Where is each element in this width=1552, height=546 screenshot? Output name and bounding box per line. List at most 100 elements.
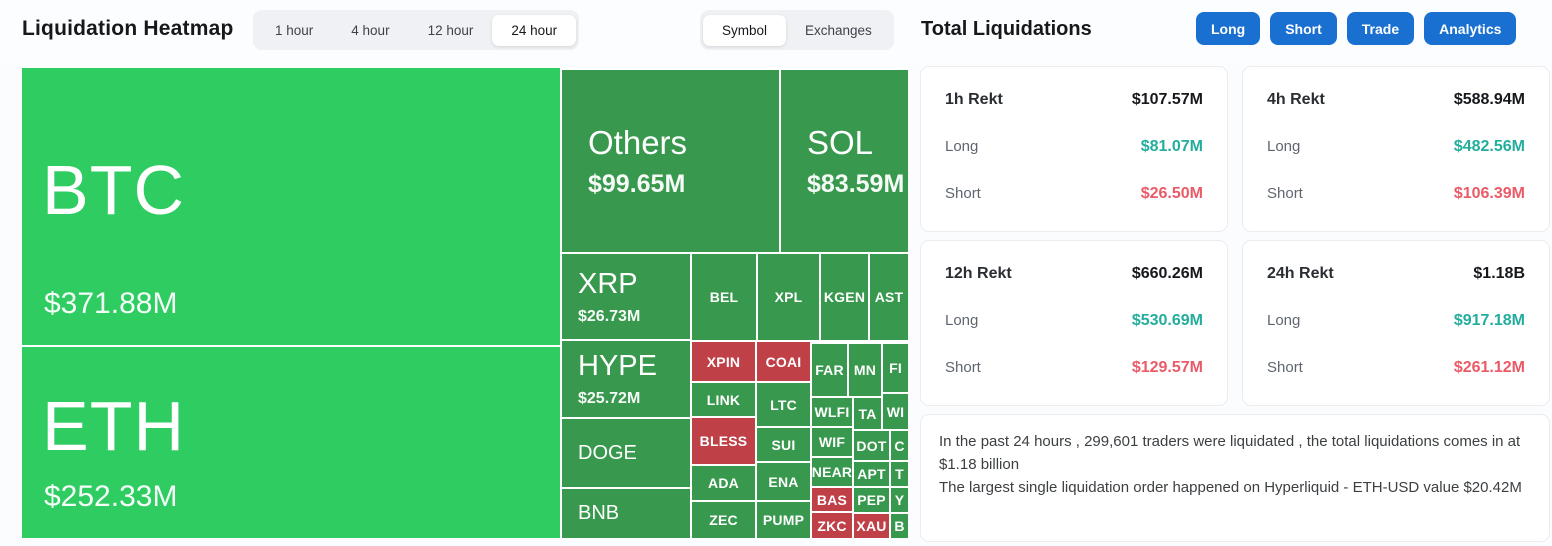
tile-value: $26.73M bbox=[578, 307, 641, 325]
short-value: $261.12M bbox=[1453, 359, 1525, 376]
treemap-tile-coai[interactable]: COAI bbox=[757, 342, 810, 381]
tile-symbol: SUI bbox=[771, 436, 796, 453]
treemap-tile-bas[interactable]: BAS bbox=[812, 488, 852, 511]
tile-symbol: APT bbox=[857, 466, 886, 482]
rekt-card-total: $107.57M bbox=[1131, 91, 1203, 108]
treemap-tile-xpin[interactable]: XPIN bbox=[692, 342, 755, 381]
treemap-tile-ta[interactable]: TA bbox=[854, 398, 881, 429]
tile-symbol: Others bbox=[588, 123, 688, 161]
treemap-tile-sui[interactable]: SUI bbox=[757, 428, 810, 461]
treemap-tile-far[interactable]: FAR bbox=[812, 344, 847, 396]
treemap-tile-xrp[interactable]: XRP $26.73M bbox=[562, 254, 690, 339]
treemap-tile-ast[interactable]: AST bbox=[870, 254, 908, 340]
treemap-tile-bel[interactable]: BEL bbox=[692, 254, 756, 340]
treemap-tile-ada[interactable]: ADA bbox=[692, 466, 755, 500]
tile-symbol: BTC bbox=[42, 150, 185, 229]
rekt-long-row: Long $81.07M bbox=[945, 138, 1203, 156]
view-toggle-exchanges[interactable]: Exchanges bbox=[805, 22, 872, 38]
rekt-cards-grid: 1h Rekt $107.57M Long $81.07M Short $26.50M 4h… bbox=[920, 66, 1550, 406]
short-button[interactable]: Short bbox=[1270, 12, 1337, 45]
rekt-card-title: 1h Rekt bbox=[945, 91, 1003, 108]
treemap-tile-zkc[interactable]: ZKC bbox=[812, 513, 852, 538]
treemap-tile-zec[interactable]: ZEC bbox=[692, 502, 755, 538]
long-label: Long bbox=[945, 138, 979, 155]
treemap-tile-wif[interactable]: WIF bbox=[812, 428, 852, 456]
treemap-tile-doge[interactable]: DOGE bbox=[562, 419, 690, 487]
tile-symbol: LTC bbox=[770, 396, 797, 413]
short-value: $106.39M bbox=[1453, 185, 1525, 202]
treemap-tile-dot[interactable]: DOT bbox=[854, 431, 889, 460]
tile-symbol: XPL bbox=[774, 289, 803, 305]
page-title: Liquidation Heatmap bbox=[22, 17, 234, 40]
tile-symbol: NEAR bbox=[812, 464, 852, 480]
treemap-tile-pep[interactable]: PEP bbox=[854, 488, 889, 512]
tile-symbol: ZKC bbox=[817, 517, 847, 534]
treemap-tile-t[interactable]: T bbox=[891, 462, 908, 486]
treemap-tile-ena[interactable]: ENA bbox=[757, 463, 810, 500]
treemap-tile-c[interactable]: C bbox=[891, 431, 908, 460]
tile-symbol: WI bbox=[886, 403, 905, 420]
rekt-long-row: Long $917.18M bbox=[1267, 312, 1525, 330]
treemap-tile-ltc[interactable]: LTC bbox=[757, 383, 810, 426]
treemap-tile-hype[interactable]: HYPE $25.72M bbox=[562, 341, 690, 417]
treemap-tile-b[interactable]: B bbox=[891, 514, 908, 538]
time-filter-12-hour[interactable]: 12 hour bbox=[427, 22, 474, 38]
rekt-card-title: 24h Rekt bbox=[1267, 265, 1334, 282]
tile-symbol: XAU bbox=[856, 518, 887, 534]
tile-symbol: FI bbox=[889, 360, 902, 376]
summary-line-2: The largest single liquidation order hap… bbox=[939, 478, 1522, 496]
tile-symbol: T bbox=[895, 466, 904, 482]
view-toggle-symbol[interactable]: Symbol bbox=[703, 14, 787, 46]
rekt-short-row: Short $106.39M bbox=[1267, 185, 1525, 203]
treemap-tile-apt[interactable]: APT bbox=[854, 462, 889, 486]
rekt-card-total: $660.26M bbox=[1131, 265, 1203, 282]
treemap-tile-near[interactable]: NEAR bbox=[812, 458, 852, 486]
time-filter-4-hour[interactable]: 4 hour bbox=[351, 22, 390, 38]
long-button[interactable]: Long bbox=[1196, 12, 1261, 45]
analytics-button[interactable]: Analytics bbox=[1424, 12, 1517, 45]
treemap-tile-sol[interactable]: SOL $83.59M bbox=[781, 70, 908, 252]
tile-symbol: WLFI bbox=[814, 404, 850, 420]
treemap-tile-wlfi[interactable]: WLFI bbox=[812, 398, 852, 426]
tile-value: $83.59M bbox=[807, 169, 905, 198]
rekt-card-total: $588.94M bbox=[1453, 91, 1525, 108]
view-toggle-group: Symbol Exchanges bbox=[700, 10, 894, 50]
time-filter-1-hour[interactable]: 1 hour bbox=[275, 22, 314, 38]
treemap-tile-fi[interactable]: FI bbox=[883, 344, 908, 392]
treemap-tile-link[interactable]: LINK bbox=[692, 383, 755, 416]
treemap-tile-wi[interactable]: WI bbox=[883, 394, 908, 429]
app-header: Liquidation Heatmap 1 hour 4 hour 12 hour 2… bbox=[0, 0, 1552, 62]
treemap-tile-btc[interactable]: BTC $371.88M bbox=[22, 68, 560, 345]
tile-symbol: COAI bbox=[765, 353, 802, 370]
rekt-long-row: Long $530.69M bbox=[945, 312, 1203, 330]
short-label: Short bbox=[945, 359, 981, 376]
treemap-tile-bless[interactable]: BLESS bbox=[692, 418, 755, 464]
rekt-card-1h-rekt: 1h Rekt $107.57M Long $81.07M Short $26.50M bbox=[920, 66, 1228, 232]
long-value: $530.69M bbox=[1131, 312, 1203, 329]
long-label: Long bbox=[1267, 138, 1301, 155]
tile-symbol: BEL bbox=[709, 289, 739, 305]
total-liquidations-panel: 1h Rekt $107.57M Long $81.07M Short $26.50M 4h… bbox=[920, 66, 1550, 542]
tile-symbol: B bbox=[894, 518, 905, 534]
long-value: $482.56M bbox=[1453, 138, 1525, 155]
treemap-tile-bnb[interactable]: BNB bbox=[562, 489, 690, 538]
tile-symbol: ETH bbox=[42, 386, 185, 465]
treemap-tile-xau[interactable]: XAU bbox=[854, 514, 889, 538]
treemap-tile-xpl[interactable]: XPL bbox=[758, 254, 819, 340]
tile-symbol: AST bbox=[874, 289, 904, 305]
time-filter-24-hour[interactable]: 24 hour bbox=[492, 14, 577, 46]
trade-button[interactable]: Trade bbox=[1346, 12, 1415, 45]
treemap-tile-kgen[interactable]: KGEN bbox=[821, 254, 868, 340]
tile-symbol: LINK bbox=[706, 391, 741, 408]
treemap-tile-pump[interactable]: PUMP bbox=[757, 502, 810, 538]
treemap-tile-eth[interactable]: ETH $252.33M bbox=[22, 347, 560, 538]
treemap-tile-mn[interactable]: MN bbox=[849, 344, 881, 396]
short-label: Short bbox=[1267, 359, 1303, 376]
header-buttons: Long Short Trade Analytics bbox=[1196, 12, 1517, 45]
summary-line-1: In the past 24 hours , 299,601 traders w… bbox=[939, 433, 1521, 473]
tile-value: $252.33M bbox=[44, 480, 178, 513]
tile-value: $371.88M bbox=[44, 287, 178, 320]
treemap-tile-y[interactable]: Y bbox=[891, 488, 908, 512]
treemap-tile-others[interactable]: Others $99.65M bbox=[562, 70, 779, 252]
tile-symbol: DOT bbox=[856, 437, 887, 454]
